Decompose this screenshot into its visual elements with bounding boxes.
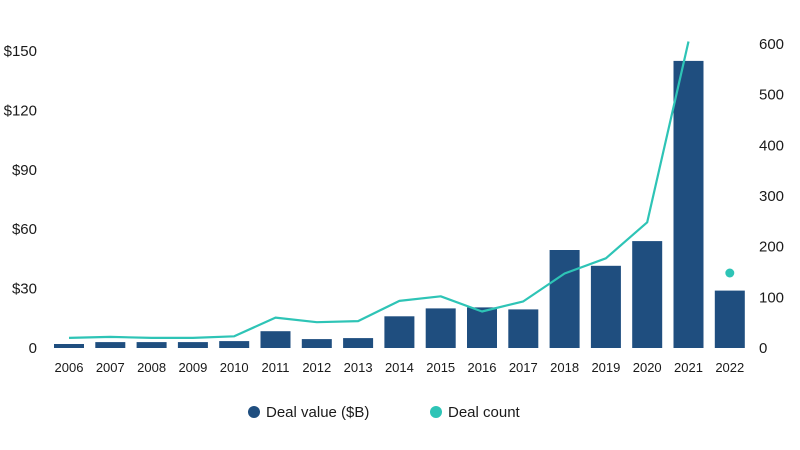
bar-2006: [54, 344, 84, 348]
bar-2021: [673, 60, 704, 349]
bar-2015: [425, 308, 456, 348]
left-tick-label: $150: [4, 43, 37, 60]
x-tick-label: 2011: [262, 360, 290, 375]
x-axis-ticks: 2006 2007 2008 2009 2010 2011 2012 2013 2014 2015…: [55, 360, 745, 375]
bar-2011: [260, 331, 291, 348]
bar-2010: [219, 341, 250, 348]
left-tick-label: $30: [12, 281, 37, 298]
left-tick-label: $60: [12, 221, 37, 238]
x-tick-label: 2019: [591, 360, 620, 375]
left-tick-label: $90: [12, 162, 37, 179]
right-tick-label: 300: [759, 188, 784, 205]
line-series: [68, 41, 735, 339]
deal-count-point-2022: [725, 268, 735, 278]
right-axis-ticks: 0 100 200 300 400 500 600: [759, 36, 784, 357]
bar-2009: [177, 342, 208, 348]
bar-2017: [508, 309, 539, 348]
x-tick-label: 2006: [55, 360, 84, 375]
bar-2016: [467, 307, 497, 348]
right-tick-label: 100: [759, 289, 784, 306]
bar-2007: [95, 342, 126, 348]
x-tick-label: 2017: [509, 360, 538, 375]
x-tick-label: 2014: [385, 360, 414, 375]
bar-2012: [301, 339, 332, 348]
legend-marker-deal-count: [430, 406, 442, 418]
x-tick-label: 2018: [550, 360, 579, 375]
legend-marker-deal-value: [248, 406, 260, 418]
bar-2019: [590, 265, 621, 348]
x-tick-label: 2015: [426, 360, 455, 375]
x-tick-label: 2010: [220, 360, 249, 375]
right-tick-label: 200: [759, 239, 784, 256]
right-tick-label: 600: [759, 36, 784, 53]
x-tick-label: 2008: [137, 360, 166, 375]
left-tick-label: $120: [4, 102, 37, 119]
legend-label-deal-count: Deal count: [448, 404, 521, 421]
deal-count-line: [68, 41, 690, 339]
bar-2020: [632, 241, 663, 348]
bar-2013: [343, 338, 374, 348]
x-tick-label: 2020: [633, 360, 662, 375]
x-tick-label: 2007: [96, 360, 125, 375]
right-tick-label: 500: [759, 87, 784, 104]
legend-label-deal-value: Deal value ($B): [266, 404, 369, 421]
x-tick-label: 2016: [468, 360, 497, 375]
bar-series: [54, 60, 745, 349]
x-tick-label: 2021: [674, 360, 703, 375]
bar-2014: [384, 316, 415, 348]
right-tick-label: 400: [759, 137, 784, 154]
bar-2022: [714, 290, 745, 348]
left-tick-label: 0: [29, 340, 37, 357]
legend: Deal value ($B) Deal count: [248, 404, 521, 421]
bar-2008: [136, 342, 167, 348]
x-tick-label: 2013: [344, 360, 373, 375]
bar-2018: [549, 250, 580, 348]
right-tick-label: 0: [759, 340, 767, 357]
x-tick-label: 2022: [715, 360, 744, 375]
x-tick-label: 2009: [178, 360, 207, 375]
left-axis-ticks: 0 $30 $60 $90 $120 $150: [4, 43, 37, 357]
x-tick-label: 2012: [302, 360, 331, 375]
